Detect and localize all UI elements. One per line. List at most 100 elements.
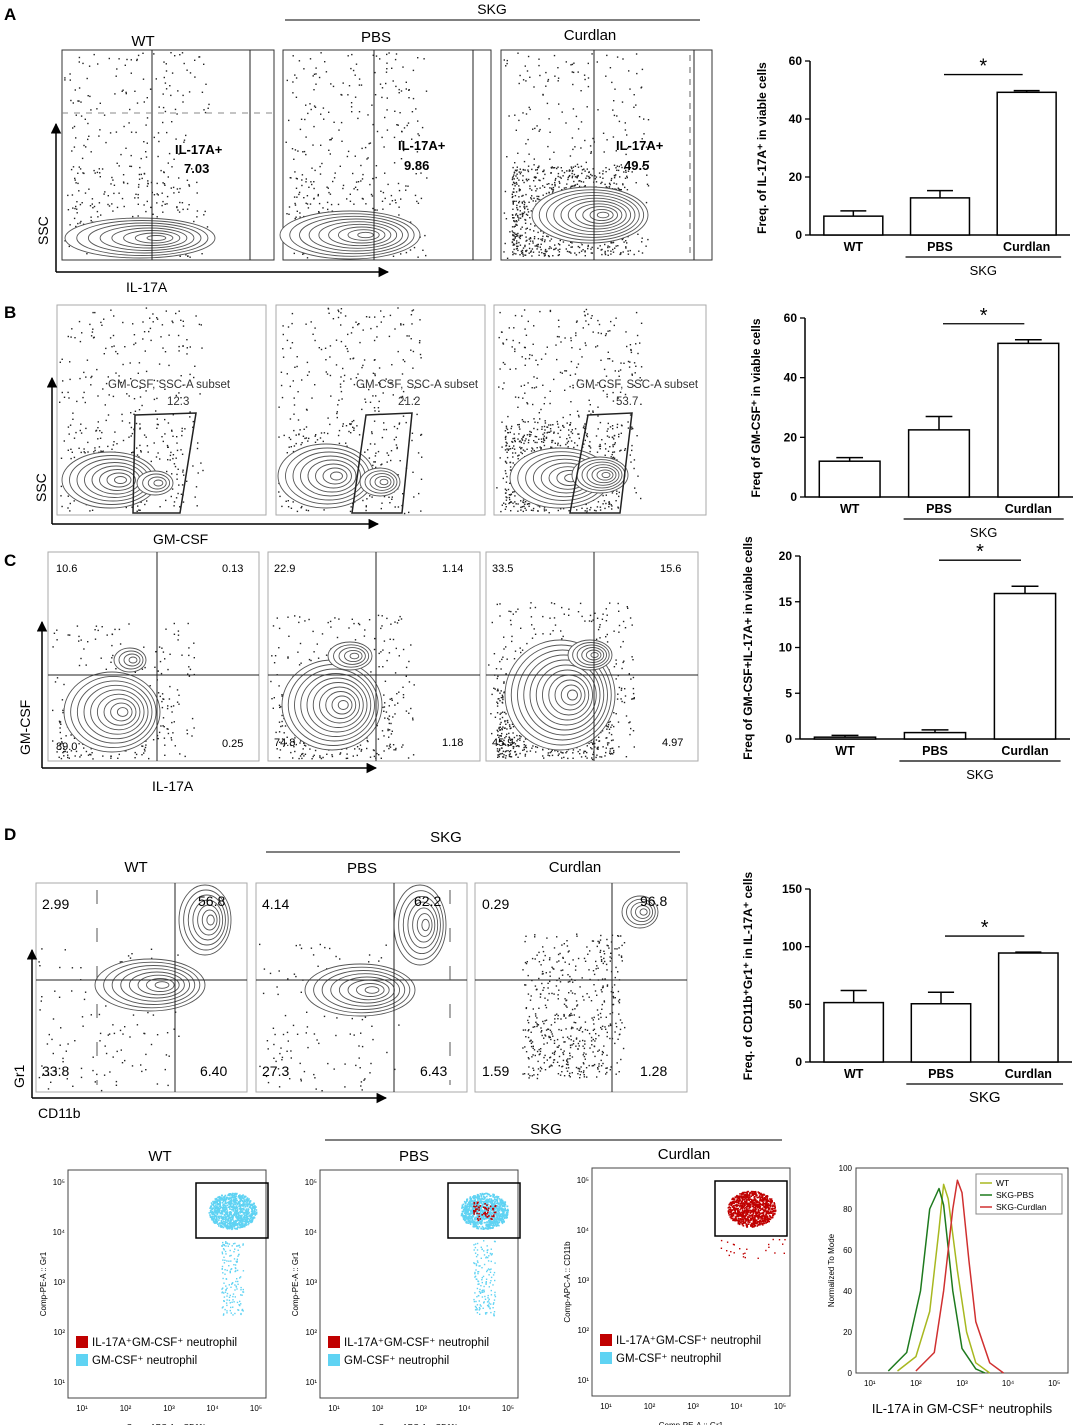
legend-label-double: IL-17A⁺GM-CSF⁺ neutrophil	[616, 1335, 761, 1347]
legend-swatch-gmcsf	[600, 1352, 612, 1364]
legend-label: SKG-Curdlan	[996, 1202, 1047, 1212]
bottom-row: SKG WT PBS Curdlan 10¹ 10¹ 10² 10² 10³ 10³ 10⁴…	[39, 1121, 791, 1425]
x-tick-label: 10⁴	[730, 1402, 743, 1411]
bar	[903, 731, 967, 740]
y-tick-label: 80	[843, 1205, 852, 1214]
column-label-wt: WT	[124, 859, 147, 876]
density-contours	[64, 217, 216, 259]
x-tick-label: 10¹	[76, 1404, 88, 1413]
y-tick-label: 40	[789, 112, 803, 126]
y-tick-label: 0	[790, 490, 797, 504]
x-tick-label: 10²	[120, 1404, 132, 1413]
panel-d: D SKG WT PBS Curdlan 2.99 56.8 33.8 6.40	[4, 825, 688, 1121]
significance-star: *	[976, 541, 984, 563]
group-label: SKG	[970, 263, 997, 278]
quadrant-ll: 33.8	[42, 1063, 69, 1079]
bar	[997, 342, 1060, 498]
category-label: PBS	[922, 744, 948, 758]
quadrant-ll: 27.3	[262, 1063, 289, 1079]
bar-chart-3: 0 5 10 15 20 WT PBS Curdlan SKG * Freq of GM-CSF+I…	[741, 536, 1070, 782]
neutrophil-gate	[714, 1180, 788, 1237]
density-contours	[136, 470, 174, 496]
y-axis-label: Freq of GM-CSF⁺ in viable cells	[749, 318, 763, 497]
y-tick-label: 10³	[577, 1276, 589, 1285]
y-tick-label: 0	[848, 1369, 853, 1378]
y-axis-label: Comp-APC-A :: CD11b	[563, 1241, 572, 1323]
y-tick-label: 50	[789, 997, 803, 1011]
quadrant-lr: 1.28	[640, 1063, 667, 1079]
category-label: PBS	[927, 240, 953, 254]
y-axis-label: Normalized To Mode	[827, 1233, 836, 1307]
gate-name: GM-CSF, SSC-A subset	[576, 379, 699, 391]
legend-label: WT	[996, 1178, 1009, 1188]
legend-label-gmcsf: GM-CSF⁺ neutrophil	[344, 1355, 449, 1367]
quadrant-ur: 0.13	[222, 563, 243, 575]
y-tick-label: 0	[795, 1055, 802, 1069]
category-label: Curdlan	[1003, 240, 1050, 254]
y-tick-label: 100	[839, 1164, 853, 1173]
y-tick-label: 10⁵	[305, 1178, 317, 1187]
density-contours	[279, 210, 421, 260]
x-axis-label: Comp-PE-A :: Gr1	[659, 1421, 724, 1425]
y-tick-label: 10²	[577, 1326, 589, 1335]
plot-frame	[67, 1169, 267, 1399]
neutrophil-gate	[447, 1182, 521, 1239]
y-axis-label: SSC	[35, 216, 51, 245]
density-contours	[571, 456, 629, 494]
legend-swatch-gmcsf	[76, 1354, 88, 1366]
x-tick-label: 10⁵	[250, 1404, 262, 1413]
category-label: Curdlan	[1001, 744, 1048, 758]
event-dots	[720, 1190, 786, 1259]
y-tick-label: 10⁵	[577, 1176, 589, 1185]
quadrant-lr: 1.18	[442, 737, 463, 749]
x-axis-label: Comp-APC-A :: CD11b	[126, 1423, 208, 1425]
bar	[823, 1001, 885, 1063]
y-tick-label: 20	[789, 170, 803, 184]
y-tick-label: 40	[784, 371, 798, 385]
quadrant-lr: 4.97	[662, 737, 683, 749]
quadrant-ur: 15.6	[660, 563, 681, 575]
quadrant-ul: 2.99	[42, 896, 69, 912]
y-axis-label: Freq. of CD11b⁺Gr1⁺ in IL-17A⁺ cells	[741, 871, 755, 1080]
category-label: WT	[844, 1067, 864, 1081]
category-label: PBS	[926, 502, 952, 516]
density-contours	[304, 963, 416, 1017]
x-tick-label: 10⁴	[206, 1404, 219, 1413]
density-contours	[277, 443, 375, 509]
y-axis-label: Gr1	[11, 1064, 27, 1088]
event-dots	[522, 933, 626, 1080]
significance-star: *	[980, 305, 988, 327]
legend-label-gmcsf: GM-CSF⁺ neutrophil	[92, 1355, 197, 1367]
plot-frame	[855, 1167, 1069, 1374]
gate-value: 53.7	[616, 396, 638, 408]
gated-dot-plot-3: 10¹ 10¹ 10² 10² 10³ 10³ 10⁴ 10⁴ 10⁵ 10⁵ Comp-PE-A …	[563, 1167, 791, 1425]
histogram-chart: 0 20 40 60 80 100 10¹ 10² 10³ 10⁴ 10⁵ Normalized To…	[827, 1164, 1069, 1416]
density-contours	[113, 647, 147, 673]
flow-plot-a-curdlan: IL-17A+ 49.5	[500, 49, 713, 261]
density-contours	[281, 659, 383, 751]
panel-letter: B	[4, 303, 16, 322]
density-contours	[621, 895, 659, 929]
category-label: WT	[840, 502, 860, 516]
column-label-curdlan: Curdlan	[549, 859, 602, 876]
x-tick-label: 10³	[415, 1404, 427, 1413]
legend-label-gmcsf: GM-CSF⁺ neutrophil	[616, 1353, 721, 1365]
quadrant-lr: 0.25	[222, 738, 243, 750]
quadrant-ul: 22.9	[274, 563, 295, 575]
legend-swatch-double	[600, 1334, 612, 1346]
bar	[823, 215, 884, 236]
y-tick-label: 10⁵	[53, 1178, 65, 1187]
y-tick-label: 15	[779, 595, 793, 609]
x-tick-label: 10⁴	[1002, 1379, 1015, 1388]
quadrant-ur: 96.8	[640, 893, 667, 909]
y-tick-label: 0	[785, 732, 792, 746]
panel-b: B GM-CSF, SSC-A subset 12.3 GM-CSF, SSC-…	[4, 303, 707, 547]
legend-swatch-gmcsf	[328, 1354, 340, 1366]
quadrant-lr: 6.40	[200, 1063, 227, 1079]
flow-plot-d-pbs: 4.14 62.2 27.3 6.43	[255, 882, 468, 1093]
group-label: SKG	[477, 1, 507, 17]
bar	[910, 1003, 972, 1063]
group-label: SKG	[966, 767, 993, 782]
quadrant-ur: 62.2	[414, 893, 441, 909]
